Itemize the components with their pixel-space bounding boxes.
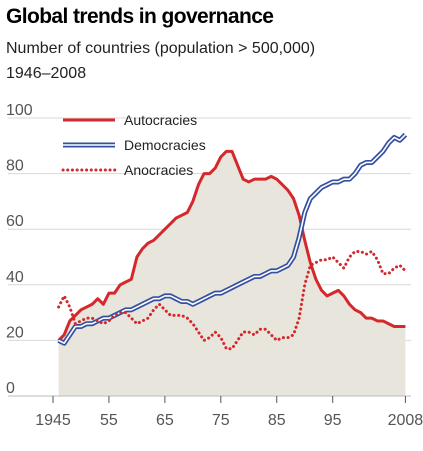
y-tick-label-40: 40 bbox=[6, 269, 24, 286]
y-tick-label-0: 0 bbox=[6, 380, 15, 397]
series-lines bbox=[57, 132, 408, 351]
autocracies-area bbox=[58, 151, 406, 396]
y-tick-label-60: 60 bbox=[6, 213, 24, 230]
legend-label-anocracies: Anocracies bbox=[124, 162, 193, 178]
anocracies-line bbox=[57, 249, 407, 351]
x-tick-label-1955: 55 bbox=[100, 412, 118, 429]
area-layer bbox=[58, 151, 406, 396]
x-tick-label-1995: 95 bbox=[324, 412, 342, 429]
chart-subtitle: Number of countries (population > 500,00… bbox=[6, 40, 316, 57]
x-tick-label-1945: 1945 bbox=[35, 412, 71, 429]
legend-label-democracies: Democracies bbox=[124, 137, 206, 153]
axes: 0 20 40 60 80 100 1945 55 65 75 85 95 2008 bbox=[6, 102, 423, 429]
x-tick-label-1985: 85 bbox=[268, 412, 286, 429]
y-tick-label-20: 20 bbox=[6, 324, 24, 341]
x-tick-label-1965: 65 bbox=[156, 412, 174, 429]
legend-label-autocracies: Autocracies bbox=[124, 112, 197, 128]
y-tick-label-100: 100 bbox=[6, 102, 33, 119]
chart-period: 1946–2008 bbox=[6, 65, 87, 82]
x-tick-label-2008: 2008 bbox=[388, 412, 423, 429]
autocracies-line bbox=[57, 149, 406, 342]
legend: Autocracies Democracies Anocracies bbox=[61, 112, 206, 178]
chart-title: Global trends in governance bbox=[6, 5, 274, 28]
y-tick-label-80: 80 bbox=[6, 158, 24, 175]
x-tick-label-1975: 75 bbox=[212, 412, 230, 429]
